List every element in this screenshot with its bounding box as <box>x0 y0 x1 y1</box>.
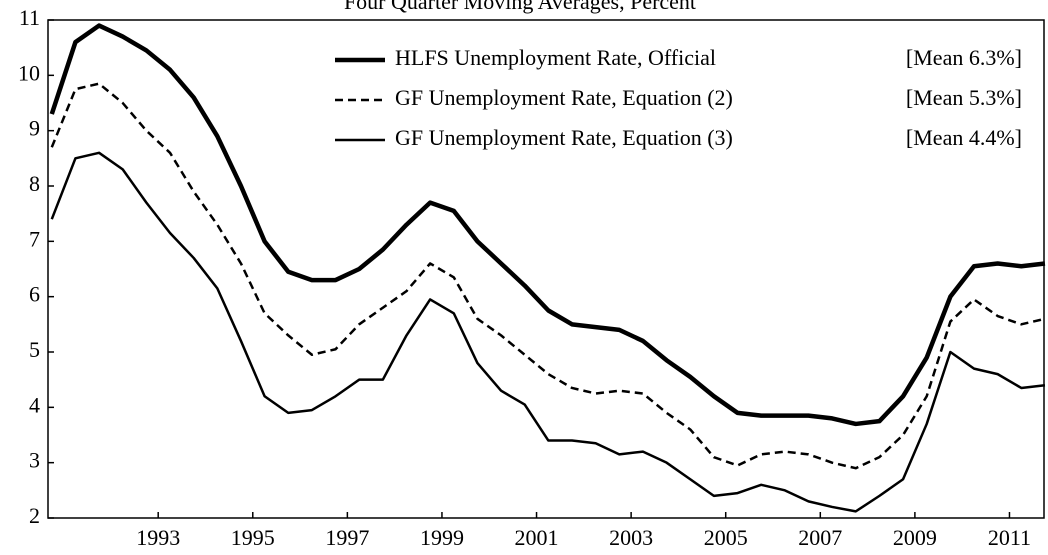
x-tick-label: 1993 <box>136 525 180 550</box>
y-tick-label: 6 <box>29 282 40 307</box>
legend-label: GF Unemployment Rate, Equation (3) <box>395 125 733 150</box>
legend-label: HLFS Unemployment Rate, Official <box>395 45 716 70</box>
series-line <box>50 82 1046 470</box>
legend-label: GF Unemployment Rate, Equation (2) <box>395 85 733 110</box>
plot-frame <box>47 19 1045 519</box>
x-tick-label: 1999 <box>420 525 464 550</box>
y-tick-label: 10 <box>18 60 40 85</box>
y-tick-label: 8 <box>29 171 40 196</box>
series-line <box>49 23 1046 427</box>
y-tick-label: 7 <box>29 226 40 251</box>
y-tick-label: 9 <box>29 116 40 141</box>
x-tick-label: 2001 <box>515 525 559 550</box>
legend-note: [Mean 4.4%] <box>906 125 1022 150</box>
y-tick-label: 4 <box>29 392 40 417</box>
legend-note: [Mean 5.3%] <box>906 85 1022 110</box>
y-tick-label: 5 <box>29 337 40 362</box>
x-tick-label: 1997 <box>325 525 369 550</box>
chart-title: Four Quarter Moving Averages, Percent <box>344 0 696 14</box>
y-tick-label: 11 <box>19 5 40 30</box>
x-tick-label: 2007 <box>798 525 842 550</box>
series-line <box>50 151 1046 513</box>
x-tick-label: 2011 <box>988 525 1031 550</box>
legend-note: [Mean 6.3%] <box>906 45 1022 70</box>
x-tick-label: 2005 <box>704 525 748 550</box>
y-tick-label: 3 <box>29 448 40 473</box>
x-tick-label: 2009 <box>893 525 937 550</box>
x-tick-label: 1995 <box>231 525 275 550</box>
x-tick-label: 2003 <box>609 525 653 550</box>
y-tick-label: 2 <box>29 503 40 528</box>
